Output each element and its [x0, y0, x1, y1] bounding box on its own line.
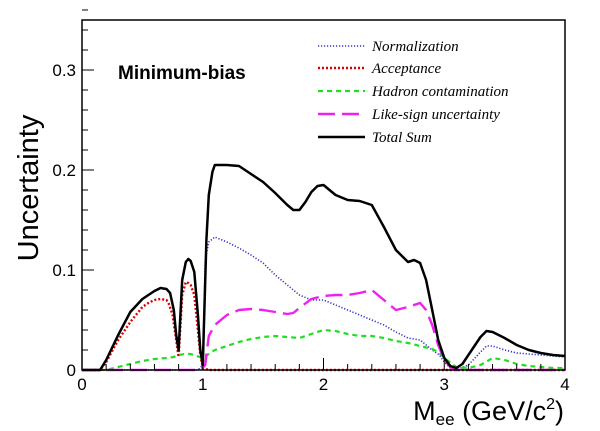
y-tick-label: 0: [67, 361, 76, 380]
ticks-layer: [81, 9, 566, 371]
legend-label-acceptance: Acceptance: [371, 61, 441, 77]
legend-label-total-sum: Total Sum: [372, 130, 432, 146]
x-tick-label: 1: [198, 375, 207, 394]
y-tick-label: 0.2: [52, 161, 76, 180]
legend-label-hadron-contamination: Hadron contamination: [371, 84, 509, 100]
series-line-total-sum: [82, 163, 566, 372]
x-axis-label: Mee (GeV/c2): [413, 396, 564, 429]
series-line-normalization: [82, 236, 566, 371]
legend-entry-hadron-contamination: Hadron contamination: [318, 84, 509, 100]
x-axis-label-sub: ee: [436, 410, 455, 429]
legend-entry-acceptance: Acceptance: [318, 61, 441, 77]
x-tick-label: 2: [319, 375, 328, 394]
y-axis-label: Uncertainty: [13, 114, 45, 261]
x-axis-label-unit-post: ): [555, 396, 564, 426]
legend-entry-like-sign-uncertainty: Like-sign uncertainty: [318, 107, 500, 123]
y-tick-label: 0.1: [52, 261, 76, 280]
x-axis-label-unit-sup: 2: [546, 396, 555, 413]
legend: Normalization Acceptance Hadron contamin…: [318, 39, 509, 146]
x-axis-label-unit-pre: (GeV/c: [455, 396, 547, 426]
legend-entry-normalization: Normalization: [318, 39, 459, 55]
tick-labels-layer: 0 1 2 3 4 0 0.1 0.2 0.3: [52, 61, 569, 394]
legend-label-like-sign-uncertainty: Like-sign uncertainty: [371, 107, 500, 123]
legend-label-normalization: Normalization: [371, 39, 459, 55]
x-tick-label: 0: [77, 375, 86, 394]
x-tick-label: 3: [440, 375, 449, 394]
y-tick-label: 0.3: [52, 61, 76, 80]
legend-entry-total-sum: Total Sum: [318, 130, 432, 146]
series-line-like-sign-uncertainty: [82, 288, 565, 372]
annotation-text: Minimum-bias: [118, 63, 246, 84]
x-tick-label: 4: [560, 375, 569, 394]
series-line-hadron-contamination: [82, 328, 565, 372]
x-axis-label-main: M: [413, 396, 436, 426]
